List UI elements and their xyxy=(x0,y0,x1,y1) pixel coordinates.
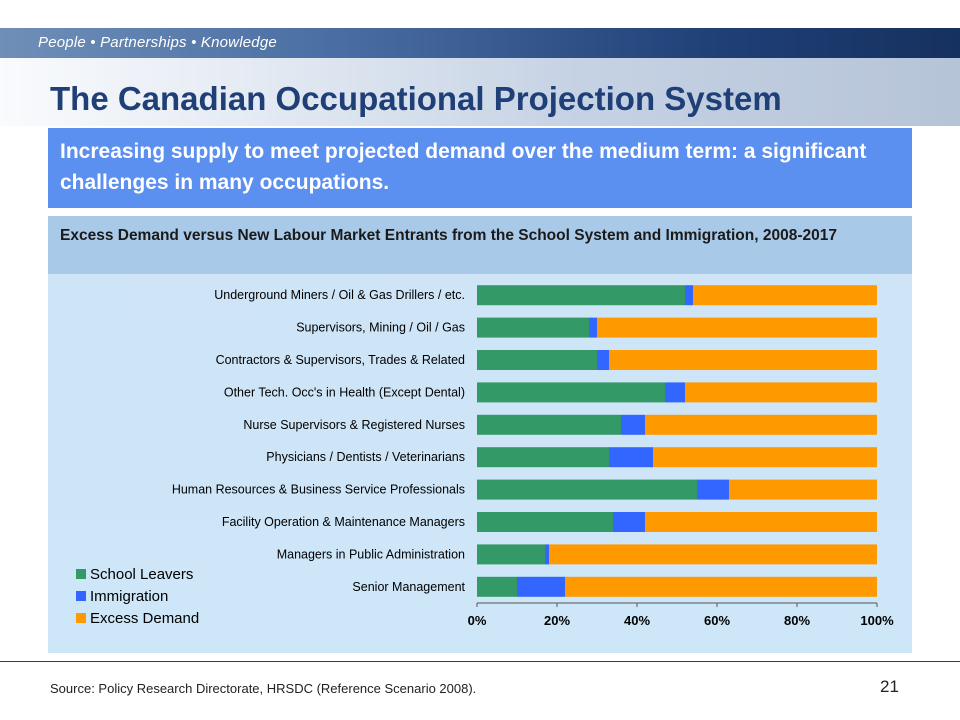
legend-label: School Leavers xyxy=(90,566,193,583)
page-title: The Canadian Occupational Projection Sys… xyxy=(50,80,782,117)
category-label: Underground Miners / Oil & Gas Drillers … xyxy=(214,288,465,302)
legend-label: Immigration xyxy=(90,588,168,605)
category-label: Human Resources & Business Service Profe… xyxy=(172,483,465,497)
bar-school-leavers-4 xyxy=(477,414,621,435)
category-label: Supervisors, Mining / Oil / Gas xyxy=(296,321,465,335)
category-label: Nurse Supervisors & Registered Nurses xyxy=(243,418,465,432)
legend-swatch-immigration xyxy=(76,591,86,601)
x-tick-label: 100% xyxy=(860,613,894,628)
legend-swatch-school-leavers xyxy=(76,569,86,579)
title-band xyxy=(0,58,960,126)
subtitle: Increasing supply to meet projected dema… xyxy=(60,140,867,194)
bar-excess-demand-4 xyxy=(645,414,877,435)
bar-excess-demand-5 xyxy=(653,447,877,468)
tagline: People • Partnerships • Knowledge xyxy=(38,34,277,51)
bar-school-leavers-3 xyxy=(477,382,665,403)
bar-excess-demand-2 xyxy=(609,350,877,370)
x-tick-label: 0% xyxy=(468,613,487,628)
bar-immigration-8 xyxy=(545,544,549,565)
page-number: 21 xyxy=(880,677,899,696)
footer-divider xyxy=(0,661,960,662)
bar-excess-demand-3 xyxy=(685,382,877,403)
bar-school-leavers-8 xyxy=(477,544,545,565)
x-tick-label: 20% xyxy=(544,613,570,628)
bar-immigration-9 xyxy=(517,576,565,597)
source-note: Source: Policy Research Directorate, HRS… xyxy=(50,681,477,696)
bar-excess-demand-1 xyxy=(597,317,877,338)
bar-school-leavers-9 xyxy=(477,576,517,597)
bar-school-leavers-6 xyxy=(477,479,697,500)
category-label: Physicians / Dentists / Veterinarians xyxy=(266,450,465,464)
category-label: Contractors & Supervisors, Trades & Rela… xyxy=(216,353,465,367)
category-label: Other Tech. Occ's in Health (Except Dent… xyxy=(224,385,465,399)
chart-header: Excess Demand versus New Labour Market E… xyxy=(48,216,912,274)
chart-title: Excess Demand versus New Labour Market E… xyxy=(60,227,837,244)
x-tick-label: 80% xyxy=(784,613,810,628)
x-tick-label: 60% xyxy=(704,613,730,628)
bar-excess-demand-8 xyxy=(549,544,877,565)
bar-immigration-4 xyxy=(621,414,645,435)
bar-school-leavers-1 xyxy=(477,317,589,338)
bar-excess-demand-6 xyxy=(729,479,877,500)
bar-school-leavers-2 xyxy=(477,350,597,370)
legend-swatch-excess-demand xyxy=(76,613,86,623)
bar-excess-demand-0 xyxy=(693,285,877,306)
subtitle-box: Increasing supply to meet projected dema… xyxy=(48,128,912,208)
bar-school-leavers-7 xyxy=(477,512,613,532)
bar-immigration-5 xyxy=(609,447,653,468)
stacked-bar-chart: Underground Miners / Oil & Gas Drillers … xyxy=(76,285,894,628)
bar-excess-demand-9 xyxy=(565,576,877,597)
legend-label: Excess Demand xyxy=(90,610,199,627)
x-tick-label: 40% xyxy=(624,613,650,628)
bar-excess-demand-7 xyxy=(645,512,877,532)
category-label: Managers in Public Administration xyxy=(277,547,465,561)
category-label: Senior Management xyxy=(352,580,465,594)
bar-immigration-2 xyxy=(597,350,609,370)
bar-immigration-6 xyxy=(697,479,729,500)
bar-school-leavers-0 xyxy=(477,285,685,306)
bar-immigration-7 xyxy=(613,512,645,532)
bar-immigration-0 xyxy=(685,285,693,306)
category-label: Facility Operation & Maintenance Manager… xyxy=(222,515,465,529)
top-banner: People • Partnerships • Knowledge xyxy=(0,28,960,58)
bar-school-leavers-5 xyxy=(477,447,609,468)
bar-immigration-3 xyxy=(665,382,685,403)
bar-immigration-1 xyxy=(589,317,597,338)
